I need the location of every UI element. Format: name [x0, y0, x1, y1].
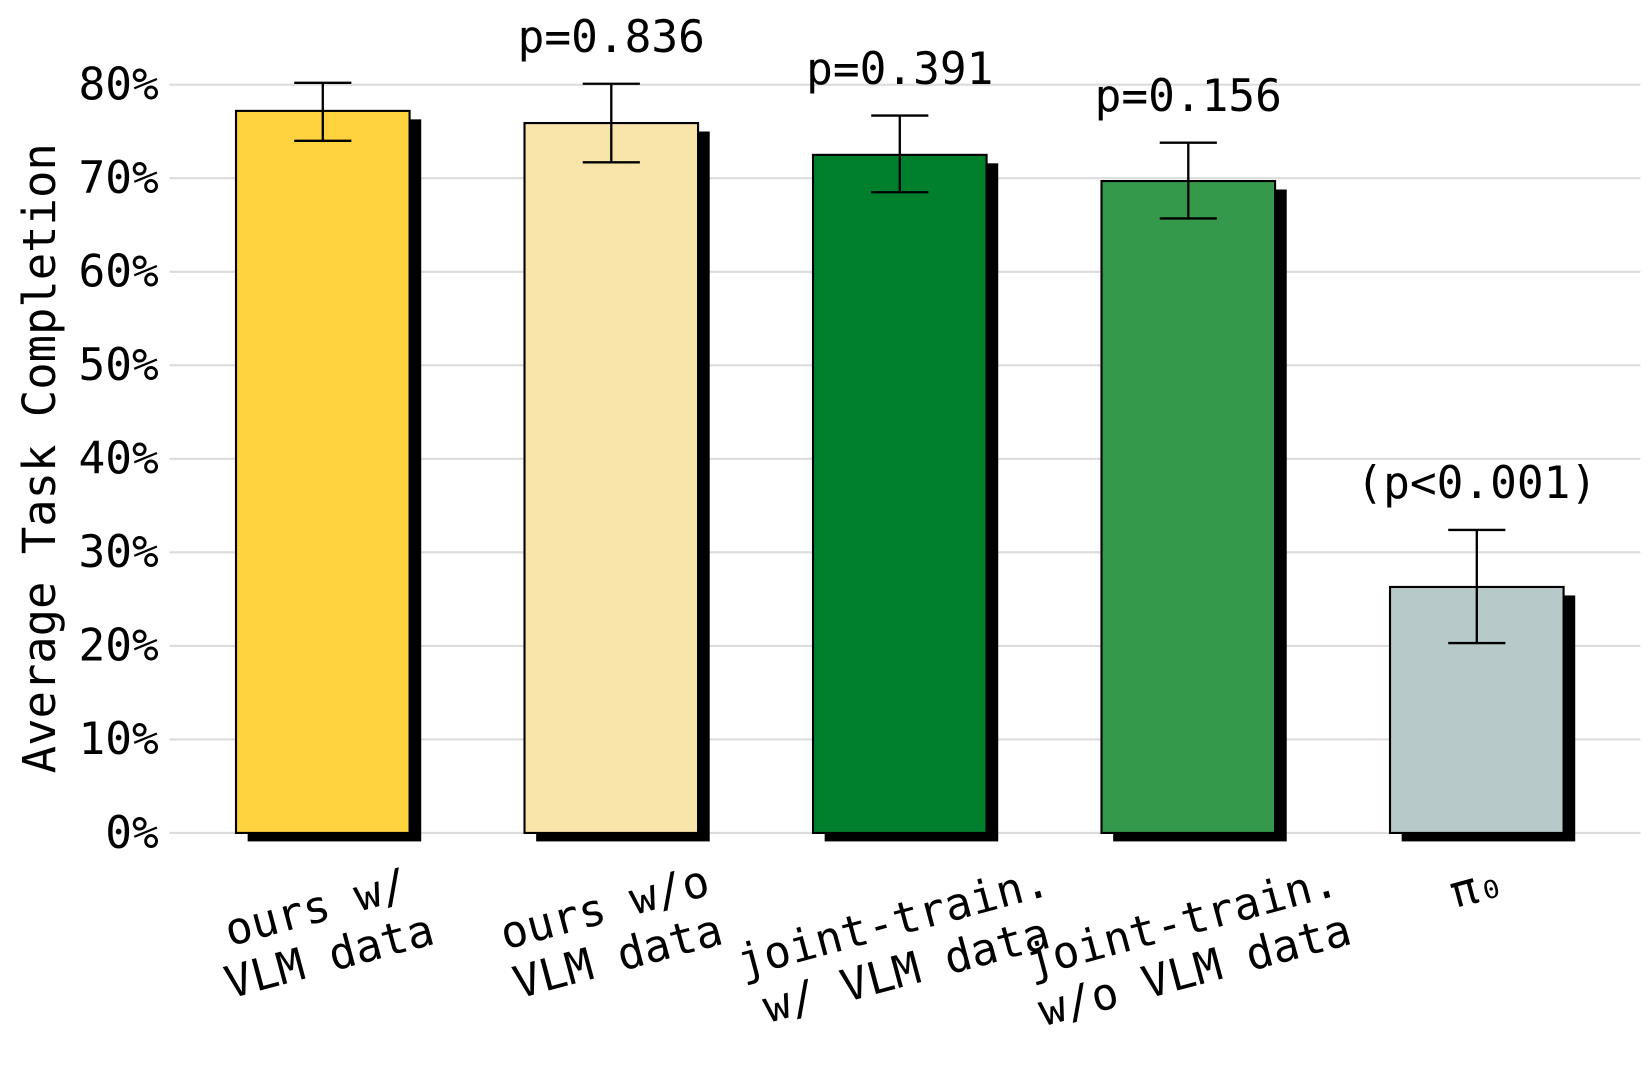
- y-tick-label-10: 10%: [78, 714, 159, 765]
- x-tick-label-3: joint-train.w/ VLM data: [732, 856, 1056, 1034]
- y-axis-label: Average Task Completion: [13, 143, 66, 773]
- y-tick-label-50: 50%: [78, 340, 159, 391]
- p-value-label-2: p=0.836: [518, 12, 705, 63]
- y-tick-label-80: 80%: [78, 60, 159, 111]
- bar-4: [1100, 179, 1277, 835]
- x-tick-label-4: joint-train.w/o VLM data: [1020, 856, 1356, 1037]
- p-value-label-4: p=0.156: [1095, 71, 1282, 122]
- x-tick-label-line: π₀: [1444, 856, 1509, 919]
- bar-3: [811, 153, 988, 835]
- p-value-label-3: p=0.391: [806, 44, 993, 95]
- bar-1: [234, 109, 411, 835]
- bars: [234, 109, 1576, 842]
- y-tick-label-0: 0%: [105, 808, 159, 859]
- p-value-label-5: (p<0.001): [1356, 458, 1597, 509]
- x-tick-label-1: ours w/VLM data: [219, 859, 439, 1009]
- y-tick-label-70: 70%: [78, 153, 159, 204]
- p-value-labels: p=0.836 p=0.391 p=0.156 (p<0.001): [518, 12, 1598, 509]
- y-tick-label-40: 40%: [78, 434, 159, 485]
- y-tick-label-60: 60%: [78, 247, 159, 298]
- y-tick-label-30: 30%: [78, 527, 159, 578]
- y-tick-label-20: 20%: [78, 621, 159, 672]
- error-bars: [294, 81, 1506, 645]
- y-tick-labels: 0% 10% 20% 30% 40% 50% 60% 70% 80%: [78, 60, 159, 859]
- bar-2: [523, 121, 700, 835]
- x-tick-label-5: π₀: [1444, 856, 1509, 919]
